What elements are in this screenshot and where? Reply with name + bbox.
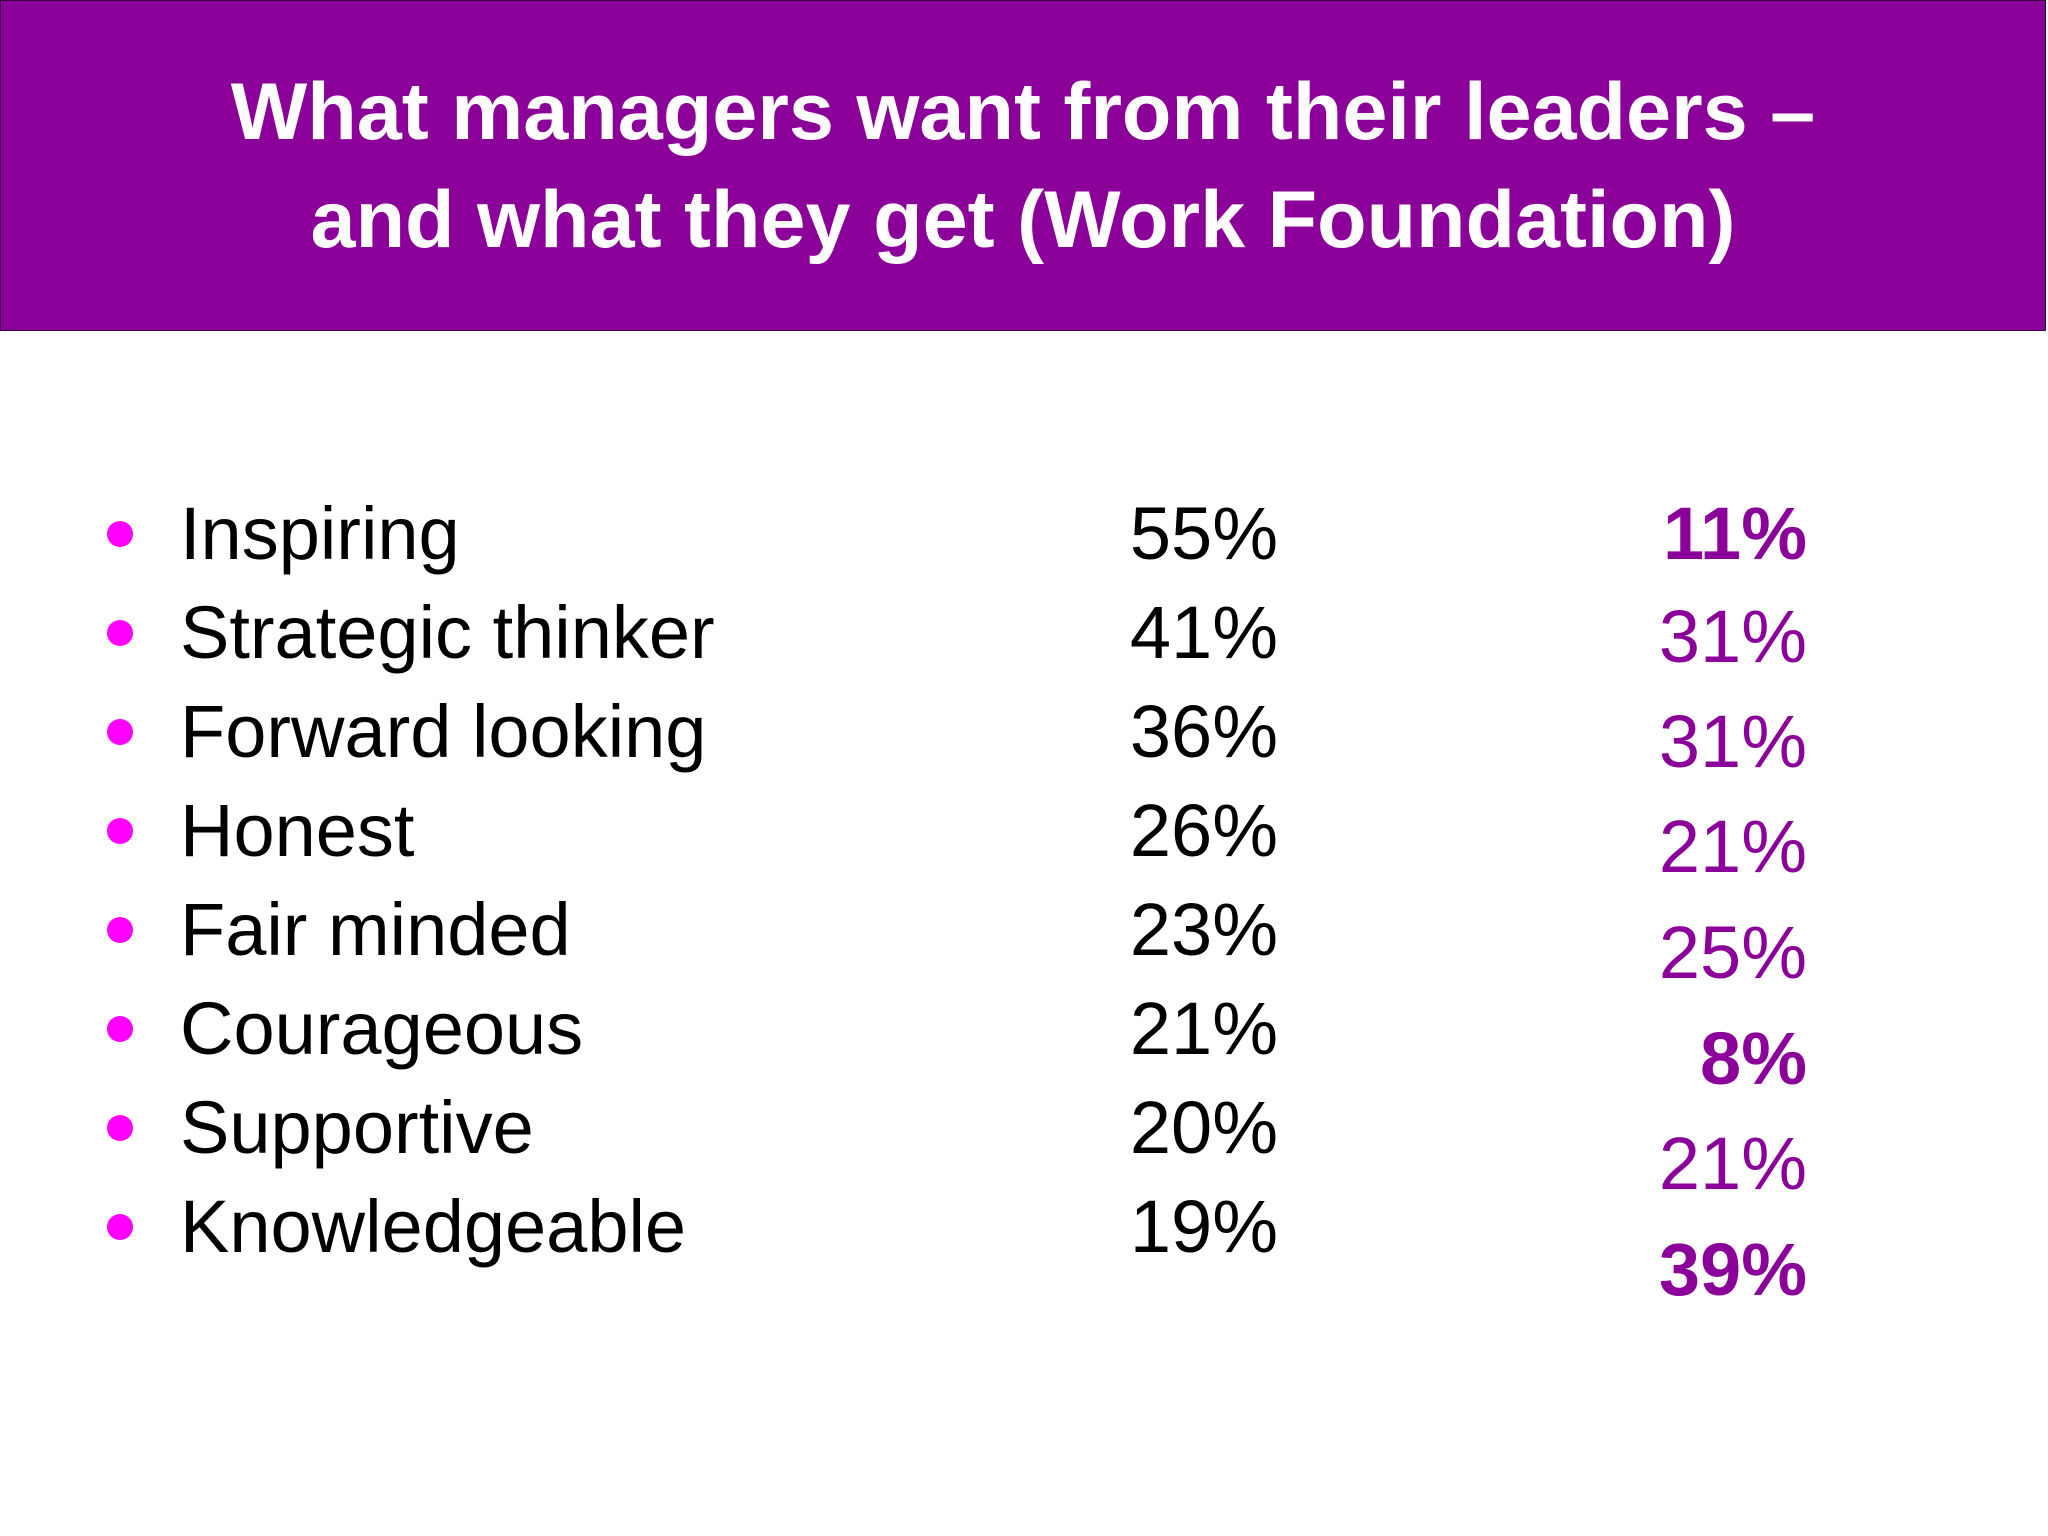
bullet-icon <box>107 917 133 943</box>
get-value: 31% <box>1658 700 1807 783</box>
get-value: 11% <box>1662 492 1807 575</box>
quality-label: Forward looking <box>180 690 707 773</box>
want-value: 41% <box>1129 591 1278 674</box>
bullet-icon <box>107 719 133 745</box>
bullet-icon <box>107 1214 133 1240</box>
get-value: 21% <box>1658 1122 1807 1205</box>
quality-label: Fair minded <box>180 888 571 971</box>
quality-label: Inspiring <box>180 492 460 575</box>
title-line-1: What managers want from their leaders – <box>230 66 1816 157</box>
quality-label: Strategic thinker <box>180 591 715 674</box>
bullet-icon <box>107 818 133 844</box>
want-value: 26% <box>1129 789 1278 872</box>
get-value: 8% <box>1700 1017 1807 1100</box>
want-value: 55% <box>1129 492 1278 575</box>
quality-label: Honest <box>180 789 415 872</box>
get-value: 25% <box>1658 911 1807 994</box>
want-value: 36% <box>1129 690 1278 773</box>
bullet-icon <box>107 1115 133 1141</box>
quality-label: Knowledgeable <box>180 1185 687 1268</box>
bullet-icon <box>107 620 133 646</box>
bullet-icon <box>107 521 133 547</box>
bullet-icon <box>107 1016 133 1042</box>
want-value: 19% <box>1129 1185 1278 1268</box>
quality-label: Supportive <box>180 1086 534 1169</box>
want-value: 21% <box>1129 987 1278 1070</box>
get-value: 31% <box>1658 595 1807 678</box>
want-value: 23% <box>1129 888 1278 971</box>
want-value: 20% <box>1129 1086 1278 1169</box>
quality-label: Courageous <box>180 987 584 1070</box>
get-value: 21% <box>1658 805 1807 888</box>
title-bar: What managers want from their leaders – … <box>0 0 2046 331</box>
title-line-2: and what they get (Work Foundation) <box>310 174 1736 265</box>
get-value: 39% <box>1658 1228 1807 1311</box>
